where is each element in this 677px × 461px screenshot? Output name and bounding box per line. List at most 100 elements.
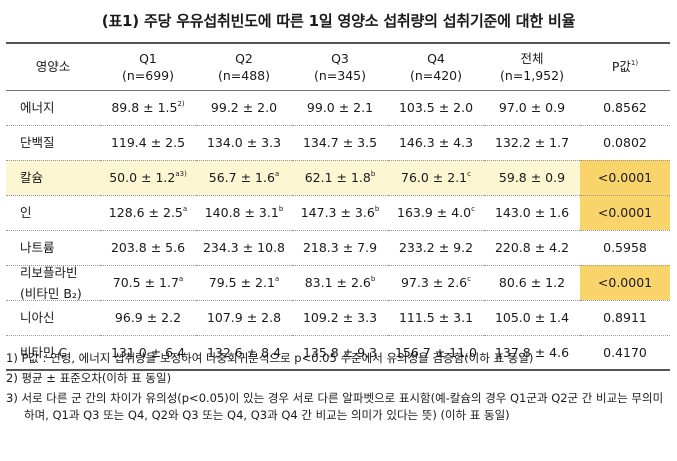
mean-se-value: 220.8 ± 4.2 bbox=[494, 240, 570, 255]
mean-se-value: 76.0 ± 2.1 bbox=[401, 170, 468, 185]
value-cell: 132.6 ± 8.4 bbox=[196, 335, 292, 371]
mean-se-value: 156.7 ± 11.0 bbox=[394, 344, 478, 360]
p-value-cell: <0.0001 bbox=[580, 265, 670, 301]
column-header-label: 전체 bbox=[520, 50, 544, 66]
mean-se-value: 135.8 ± 9.3 bbox=[302, 344, 378, 360]
value-cell: 146.3 ± 4.3 bbox=[388, 125, 484, 161]
footnote: 2) 평균 ± 표준오차(이하 표 동일) bbox=[6, 371, 172, 385]
nutrient-name: 니아신 bbox=[20, 310, 55, 325]
significance-mark: c bbox=[467, 274, 471, 283]
mean-se-value: 203.8 ± 5.6 bbox=[110, 240, 186, 255]
mean-se-value: 97.3 ± 2.6 bbox=[401, 275, 468, 290]
p-value-cell: 0.0802 bbox=[580, 125, 670, 161]
table-row: 리보플라빈 (비타민 B₂) 70.5 ± 1.7a 79.5 ± 2.1a 83.1 … bbox=[6, 264, 670, 301]
mean-se-value: 233.2 ± 9.2 bbox=[398, 240, 474, 255]
value-cell: 89.8 ± 1.52) bbox=[100, 90, 196, 126]
significance-mark: b bbox=[374, 204, 380, 213]
value-cell: 80.6 ± 1.2 bbox=[484, 265, 580, 301]
value-cell: 137.8 ± 4.6 bbox=[484, 335, 580, 371]
value-cell: 56.7 ± 1.6a bbox=[196, 160, 292, 196]
value-cell: 96.9 ± 2.2 bbox=[100, 300, 196, 336]
nutrient-table: 영양소 Q1 (n=699) Q2 (n=488) Q3 (n=345) Q4 (n=420) 전… bbox=[6, 42, 670, 371]
mean-se-value: 80.6 ± 1.2 bbox=[498, 275, 566, 290]
column-header-count: (n=345) bbox=[313, 67, 366, 83]
significance-mark: a bbox=[274, 274, 280, 283]
column-header-count: (n=420) bbox=[409, 67, 462, 83]
value-cell: 111.5 ± 3.1 bbox=[388, 300, 484, 336]
mean-se-value: 218.3 ± 7.9 bbox=[302, 240, 378, 255]
mean-se-value: 70.5 ± 1.7 bbox=[112, 275, 179, 290]
mean-se-value: 234.3 ± 10.8 bbox=[202, 240, 286, 255]
mean-se-value: 109.2 ± 3.3 bbox=[302, 310, 378, 325]
significance-mark: b bbox=[370, 274, 376, 283]
nutrient-name-cell: 비타민 C bbox=[6, 335, 100, 371]
nutrient-name: 단백질 bbox=[20, 135, 55, 150]
value-cell: 105.0 ± 1.4 bbox=[484, 300, 580, 336]
value-cell: 140.8 ± 3.1b bbox=[196, 195, 292, 231]
value-cell: 128.6 ± 2.5a bbox=[100, 195, 196, 231]
mean-se-value: 128.6 ± 2.5 bbox=[108, 205, 183, 220]
p-value-cell: 0.5958 bbox=[580, 230, 670, 266]
p-value: 0.0802 bbox=[603, 135, 647, 150]
mean-se-value: 83.1 ± 2.6 bbox=[304, 275, 371, 290]
nutrient-name-cell: 에너지 bbox=[6, 90, 100, 126]
value-cell: 134.0 ± 3.3 bbox=[196, 125, 292, 161]
value-cell: 99.0 ± 2.1 bbox=[292, 90, 388, 126]
column-header-label: Q3 bbox=[331, 50, 349, 66]
mean-se-value: 89.8 ± 1.5 bbox=[111, 100, 178, 115]
nutrient-name-cell: 칼슘 bbox=[6, 160, 100, 196]
value-cell: 143.0 ± 1.6 bbox=[484, 195, 580, 231]
p-value-cell: <0.0001 bbox=[580, 195, 670, 231]
mean-se-value: 99.2 ± 2.0 bbox=[210, 100, 278, 115]
value-cell: 220.8 ± 4.2 bbox=[484, 230, 580, 266]
table-row: 에너지 89.8 ± 1.52) 99.2 ± 2.0 99.0 ± 2.1 103.5… bbox=[6, 90, 670, 126]
value-cell: 163.9 ± 4.0c bbox=[388, 195, 484, 231]
column-header-label: P값 bbox=[611, 59, 631, 75]
mean-se-value: 62.1 ± 1.8 bbox=[304, 170, 371, 185]
column-header: 영양소 bbox=[6, 42, 100, 91]
column-header: Q4 (n=420) bbox=[388, 42, 484, 91]
value-cell: 218.3 ± 7.9 bbox=[292, 230, 388, 266]
table-row: 니아신 96.9 ± 2.2 107.9 ± 2.8 109.2 ± 3.3 111.5… bbox=[6, 300, 670, 336]
footnote: 3) 서로 다른 군 간의 차이가 유의성(p<0.05)이 있는 경우 서로 … bbox=[6, 391, 664, 422]
column-header: 전체 (n=1,952) bbox=[484, 42, 580, 91]
value-cell: 97.3 ± 2.6c bbox=[388, 265, 484, 301]
p-value: 0.4170 bbox=[603, 344, 647, 360]
value-cell: 109.2 ± 3.3 bbox=[292, 300, 388, 336]
nutrient-name: 칼슘 bbox=[20, 170, 44, 185]
nutrient-name: 인 bbox=[20, 205, 32, 220]
column-header: Q3 (n=345) bbox=[292, 42, 388, 91]
value-cell: 50.0 ± 1.2a3) bbox=[100, 160, 196, 196]
mean-se-value: 59.8 ± 0.9 bbox=[498, 170, 566, 185]
mean-se-value: 143.0 ± 1.6 bbox=[494, 205, 570, 220]
column-header: P값1) bbox=[580, 42, 670, 91]
mean-se-value: 146.3 ± 4.3 bbox=[398, 135, 474, 150]
table-row: 나트륨 203.8 ± 5.6 234.3 ± 10.8 218.3 ± 7.9 233… bbox=[6, 230, 670, 266]
mean-se-value: 103.5 ± 2.0 bbox=[398, 100, 474, 115]
p-value-cell: 0.4170 bbox=[580, 335, 670, 371]
column-header-label: Q2 bbox=[235, 50, 253, 66]
value-cell: 107.9 ± 2.8 bbox=[196, 300, 292, 336]
mean-se-value: 147.3 ± 3.6 bbox=[300, 205, 375, 220]
table-row: 인 128.6 ± 2.5a 140.8 ± 3.1b 147.3 ± 3.6b 163… bbox=[6, 195, 670, 231]
significance-mark: b bbox=[370, 169, 376, 178]
value-cell: 203.8 ± 5.6 bbox=[100, 230, 196, 266]
p-value: <0.0001 bbox=[597, 205, 653, 220]
mean-se-value: 96.9 ± 2.2 bbox=[114, 310, 182, 325]
table-row: 비타민 C 131.0 ± 6.4 132.6 ± 8.4 135.8 ± 9.3 15… bbox=[6, 335, 670, 371]
mean-se-value: 111.5 ± 3.1 bbox=[398, 310, 474, 325]
column-header-count: (n=488) bbox=[217, 67, 270, 83]
value-cell: 83.1 ± 2.6b bbox=[292, 265, 388, 301]
mean-se-value: 105.0 ± 1.4 bbox=[494, 310, 570, 325]
table-header-row: 영양소 Q1 (n=699) Q2 (n=488) Q3 (n=345) Q4 (n=420) 전… bbox=[6, 42, 670, 91]
footnotes: 1) P값 : 연령, 에너지 섭취량을 보정하여 다중회귀분석으로 p<0.0… bbox=[6, 350, 670, 427]
mean-se-value: 97.0 ± 0.9 bbox=[498, 100, 566, 115]
mean-se-value: 107.9 ± 2.8 bbox=[206, 310, 282, 325]
nutrient-name: 리보플라빈 bbox=[20, 264, 78, 280]
mean-se-value: 132.2 ± 1.7 bbox=[494, 135, 570, 150]
value-cell: 156.7 ± 11.0 bbox=[388, 335, 484, 371]
value-cell: 134.7 ± 3.5 bbox=[292, 125, 388, 161]
nutrient-name: 에너지 bbox=[20, 100, 55, 115]
table-title: (표1) 주당 우유섭취빈도에 따른 1일 영양소 섭취량의 섭취기준에 대한 … bbox=[101, 12, 576, 30]
nutrient-name-cell: 단백질 bbox=[6, 125, 100, 161]
